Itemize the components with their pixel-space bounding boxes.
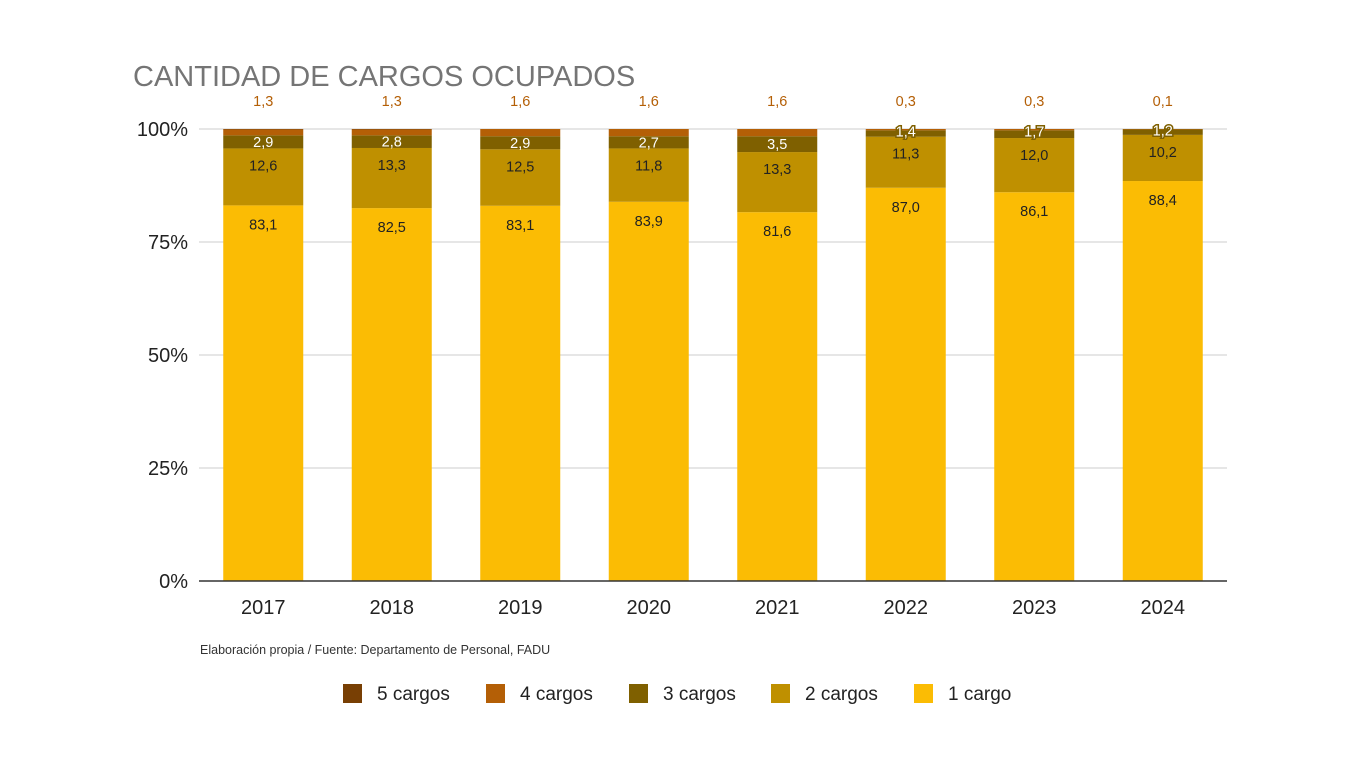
- y-tick-label: 50%: [148, 345, 188, 367]
- data-label: 10,2: [1149, 145, 1177, 161]
- legend-swatch: [914, 684, 933, 703]
- bar-segment: [223, 205, 304, 581]
- bar-segment: [1122, 181, 1203, 581]
- data-label: 1,6: [510, 94, 530, 110]
- x-axis-tick-labels: 2017 2018 2019 2020 2021 2022 2023 2024: [241, 597, 1185, 619]
- bar-segment: [865, 136, 946, 188]
- legend-label: 2 cargos: [805, 684, 878, 705]
- data-label: 82,5: [378, 220, 406, 236]
- data-label: 83,1: [506, 218, 534, 234]
- x-tick-label: 2022: [884, 597, 929, 619]
- data-label: 83,9: [635, 214, 663, 230]
- y-axis-tick-labels: 0% 25% 50% 75% 100%: [137, 119, 188, 593]
- legend-swatch: [629, 684, 648, 703]
- x-tick-label: 2017: [241, 597, 286, 619]
- legend-swatch: [486, 684, 505, 703]
- legend-label: 3 cargos: [663, 684, 736, 705]
- y-tick-label: 100%: [137, 119, 188, 141]
- bar-segment: [865, 187, 946, 581]
- x-tick-label: 2021: [755, 597, 800, 619]
- bar-segment: [480, 136, 561, 150]
- bar-segment: [865, 129, 946, 131]
- data-label: 11,3: [892, 147, 919, 163]
- legend-swatch: [343, 684, 362, 703]
- data-label: 86,1: [1020, 204, 1048, 220]
- data-label: 1,7: [1024, 124, 1044, 140]
- bar-segment: [351, 208, 432, 581]
- data-labels: 83,1 12,6 2,9 1,3 82,5 13,3 2,8 1,3 83,1 12,5 2,9 1…: [249, 94, 1177, 240]
- bar-segment: [737, 136, 818, 153]
- data-label: 88,4: [1149, 193, 1177, 209]
- chart-title: CANTIDAD DE CARGOS OCUPADOS: [133, 61, 635, 93]
- legend-label: 4 cargos: [520, 684, 593, 705]
- data-label: 1,3: [253, 94, 273, 110]
- data-label: 1,4: [896, 124, 916, 140]
- bar-segment: [865, 130, 946, 137]
- x-tick-label: 2019: [498, 597, 543, 619]
- data-label: 0,1: [1153, 94, 1173, 110]
- data-label: 83,1: [249, 217, 277, 233]
- x-tick-label: 2024: [1141, 597, 1186, 619]
- bar-segment: [608, 129, 689, 137]
- y-tick-label: 25%: [148, 458, 188, 480]
- legend-label: 5 cargos: [377, 684, 450, 705]
- data-label: 1,6: [767, 94, 787, 110]
- source-note: Elaboración propia / Fuente: Departament…: [200, 643, 550, 657]
- bar-segment: [480, 149, 561, 206]
- bar-segment: [608, 136, 689, 149]
- data-label: 0,3: [896, 94, 916, 110]
- data-label: 1,3: [382, 94, 402, 110]
- bar-segment: [994, 129, 1075, 131]
- bar-segment: [737, 212, 818, 581]
- bar-segment: [1122, 134, 1203, 182]
- data-label: 1,6: [639, 94, 659, 110]
- bar-segment: [351, 135, 432, 148]
- data-label: 12,0: [1020, 148, 1048, 164]
- data-label: 2,8: [382, 135, 402, 151]
- data-label: 13,3: [763, 162, 791, 178]
- data-label: 1,2: [1153, 123, 1173, 139]
- bar-segment: [1122, 129, 1203, 135]
- x-tick-label: 2020: [627, 597, 672, 619]
- bars: [223, 129, 1203, 581]
- data-label: 81,6: [763, 224, 791, 240]
- data-label: 3,5: [767, 137, 787, 153]
- bar-segment: [480, 129, 561, 137]
- data-label: 0,3: [1024, 94, 1044, 110]
- bar-segment: [223, 129, 304, 136]
- bar-segment: [737, 129, 818, 137]
- bar-segment: [351, 147, 432, 209]
- x-tick-label: 2018: [370, 597, 415, 619]
- x-tick-label: 2023: [1012, 597, 1057, 619]
- data-label: 13,3: [378, 158, 406, 174]
- bar-segment: [480, 205, 561, 581]
- bar-segment: [223, 148, 304, 206]
- data-label: 12,5: [506, 159, 534, 175]
- bar-segment: [737, 152, 818, 213]
- bar-segment: [994, 192, 1075, 581]
- legend-swatch: [771, 684, 790, 703]
- data-label: 2,9: [253, 135, 273, 151]
- legend-label: 1 cargo: [948, 684, 1011, 705]
- data-label: 11,8: [635, 158, 662, 174]
- data-label: 2,9: [510, 136, 530, 152]
- y-tick-label: 75%: [148, 232, 188, 254]
- bar-segment: [223, 135, 304, 149]
- y-tick-label: 0%: [159, 571, 188, 593]
- bar-segment: [608, 148, 689, 202]
- bar-segment: [994, 130, 1075, 139]
- bar-segment: [608, 201, 689, 581]
- bar-segment: [351, 129, 432, 136]
- data-label: 2,7: [639, 135, 659, 151]
- bar-segment: [994, 138, 1075, 193]
- legend: 5 cargos 4 cargos 3 cargos 2 cargos 1 cargo: [343, 684, 1011, 705]
- data-label: 12,6: [249, 158, 277, 174]
- data-label: 87,0: [892, 200, 920, 216]
